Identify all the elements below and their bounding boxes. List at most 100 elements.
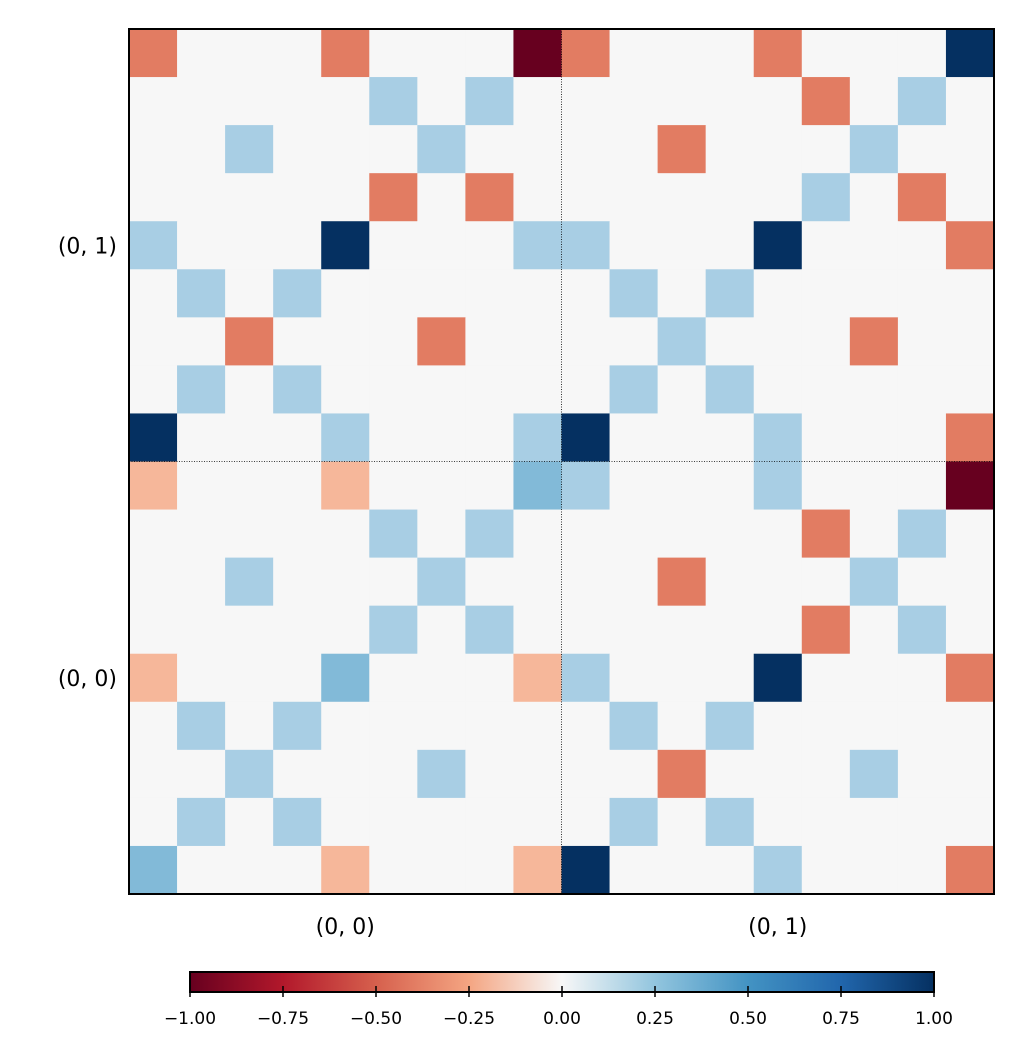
heatmap-cell bbox=[657, 77, 707, 126]
heatmap-cell bbox=[609, 701, 659, 751]
heatmap-cell bbox=[129, 797, 178, 847]
heatmap-cell bbox=[753, 29, 803, 78]
colorbar-tick-label: −0.25 bbox=[443, 1009, 495, 1029]
heatmap-cell bbox=[849, 221, 899, 270]
heatmap-cell bbox=[897, 317, 947, 366]
heatmap-cell bbox=[225, 221, 274, 270]
heatmap-cell bbox=[609, 557, 659, 607]
heatmap-cell bbox=[225, 413, 274, 462]
heatmap-cell bbox=[753, 365, 803, 414]
heatmap-cell bbox=[465, 77, 514, 126]
heatmap-cell bbox=[177, 269, 226, 318]
heatmap-cell bbox=[129, 605, 178, 655]
heatmap-cell bbox=[753, 221, 803, 270]
heatmap-cell bbox=[369, 413, 418, 462]
heatmap-cell bbox=[417, 173, 466, 222]
heatmap-cell bbox=[321, 653, 370, 703]
heatmap-cell bbox=[417, 317, 466, 366]
heatmap-cell bbox=[657, 317, 707, 366]
heatmap-cell bbox=[801, 653, 851, 703]
heatmap-cell bbox=[129, 317, 178, 366]
x-tick-label: (0, 0) bbox=[316, 915, 375, 940]
x-tick-label: (0, 1) bbox=[748, 915, 807, 940]
heatmap-cell bbox=[513, 29, 562, 78]
heatmap-cell bbox=[417, 269, 466, 318]
heatmap-cell bbox=[369, 749, 418, 799]
heatmap-cell bbox=[945, 845, 995, 895]
y-axis-ticks: (0, 1) (0, 0) bbox=[58, 234, 117, 692]
heatmap-cell bbox=[705, 221, 755, 270]
heatmap-cell bbox=[177, 173, 226, 222]
heatmap-cell bbox=[897, 173, 947, 222]
heatmap-cell bbox=[561, 173, 610, 222]
heatmap-cell bbox=[897, 605, 947, 655]
heatmap-cell bbox=[369, 653, 418, 703]
heatmap-cell bbox=[513, 413, 562, 462]
heatmap-cell bbox=[129, 413, 178, 462]
heatmap-cell bbox=[753, 605, 803, 655]
heatmap-cell bbox=[417, 461, 466, 510]
y-tick-label: (0, 0) bbox=[58, 667, 117, 692]
heatmap-cell bbox=[753, 797, 803, 847]
heatmap-cell bbox=[897, 365, 947, 414]
heatmap-cell bbox=[945, 413, 995, 462]
heatmap-cell bbox=[897, 269, 947, 318]
heatmap-cell bbox=[321, 365, 370, 414]
heatmap-cell bbox=[801, 845, 851, 895]
heatmap-cell bbox=[465, 845, 514, 895]
heatmap-cell bbox=[897, 413, 947, 462]
heatmap-cell bbox=[897, 749, 947, 799]
heatmap-cell bbox=[465, 605, 514, 655]
heatmap-cell bbox=[417, 29, 466, 78]
heatmap-cell bbox=[321, 29, 370, 78]
heatmap-cell bbox=[513, 77, 562, 126]
heatmap-cell bbox=[417, 653, 466, 703]
heatmap-cell bbox=[225, 749, 274, 799]
heatmap-cell bbox=[849, 797, 899, 847]
heatmap-cell bbox=[225, 557, 274, 607]
heatmap-cell bbox=[753, 749, 803, 799]
heatmap-cell bbox=[657, 461, 707, 510]
heatmap-cell bbox=[561, 269, 610, 318]
heatmap-cell bbox=[513, 509, 562, 559]
heatmap-cell bbox=[705, 797, 755, 847]
heatmap-cell bbox=[417, 749, 466, 799]
heatmap-cell bbox=[321, 221, 370, 270]
heatmap-cell bbox=[561, 29, 610, 78]
heatmap-cell bbox=[705, 365, 755, 414]
heatmap-cell bbox=[465, 797, 514, 847]
heatmap-cell bbox=[897, 125, 947, 174]
heatmap-cell bbox=[801, 557, 851, 607]
heatmap-cell bbox=[657, 797, 707, 847]
heatmap-cell bbox=[561, 845, 610, 895]
heatmap-cell bbox=[321, 413, 370, 462]
heatmap-cell bbox=[225, 365, 274, 414]
x-axis-ticks: (0, 0) (0, 1) bbox=[316, 915, 808, 940]
heatmap-cell bbox=[849, 77, 899, 126]
heatmap-cell bbox=[465, 221, 514, 270]
heatmap-cell bbox=[273, 317, 322, 366]
heatmap-cell bbox=[321, 701, 370, 751]
heatmap-cell bbox=[609, 413, 659, 462]
heatmap-cell bbox=[657, 749, 707, 799]
heatmap-cell bbox=[321, 797, 370, 847]
heatmap-cell bbox=[801, 509, 851, 559]
heatmap-cell bbox=[369, 317, 418, 366]
heatmap-cell bbox=[177, 413, 226, 462]
heatmap-cell bbox=[321, 77, 370, 126]
heatmap-cell bbox=[657, 221, 707, 270]
heatmap-cell bbox=[465, 653, 514, 703]
heatmap-cell bbox=[945, 125, 995, 174]
heatmap-cell bbox=[129, 509, 178, 559]
heatmap-cell bbox=[513, 653, 562, 703]
heatmap-cell bbox=[225, 653, 274, 703]
heatmap-cell bbox=[849, 317, 899, 366]
heatmap-cell bbox=[753, 845, 803, 895]
heatmap-cell bbox=[273, 557, 322, 607]
heatmap-cell bbox=[225, 317, 274, 366]
heatmap-cell bbox=[801, 317, 851, 366]
heatmap-cell bbox=[801, 221, 851, 270]
heatmap-cell bbox=[849, 605, 899, 655]
heatmap-cell bbox=[513, 461, 562, 510]
